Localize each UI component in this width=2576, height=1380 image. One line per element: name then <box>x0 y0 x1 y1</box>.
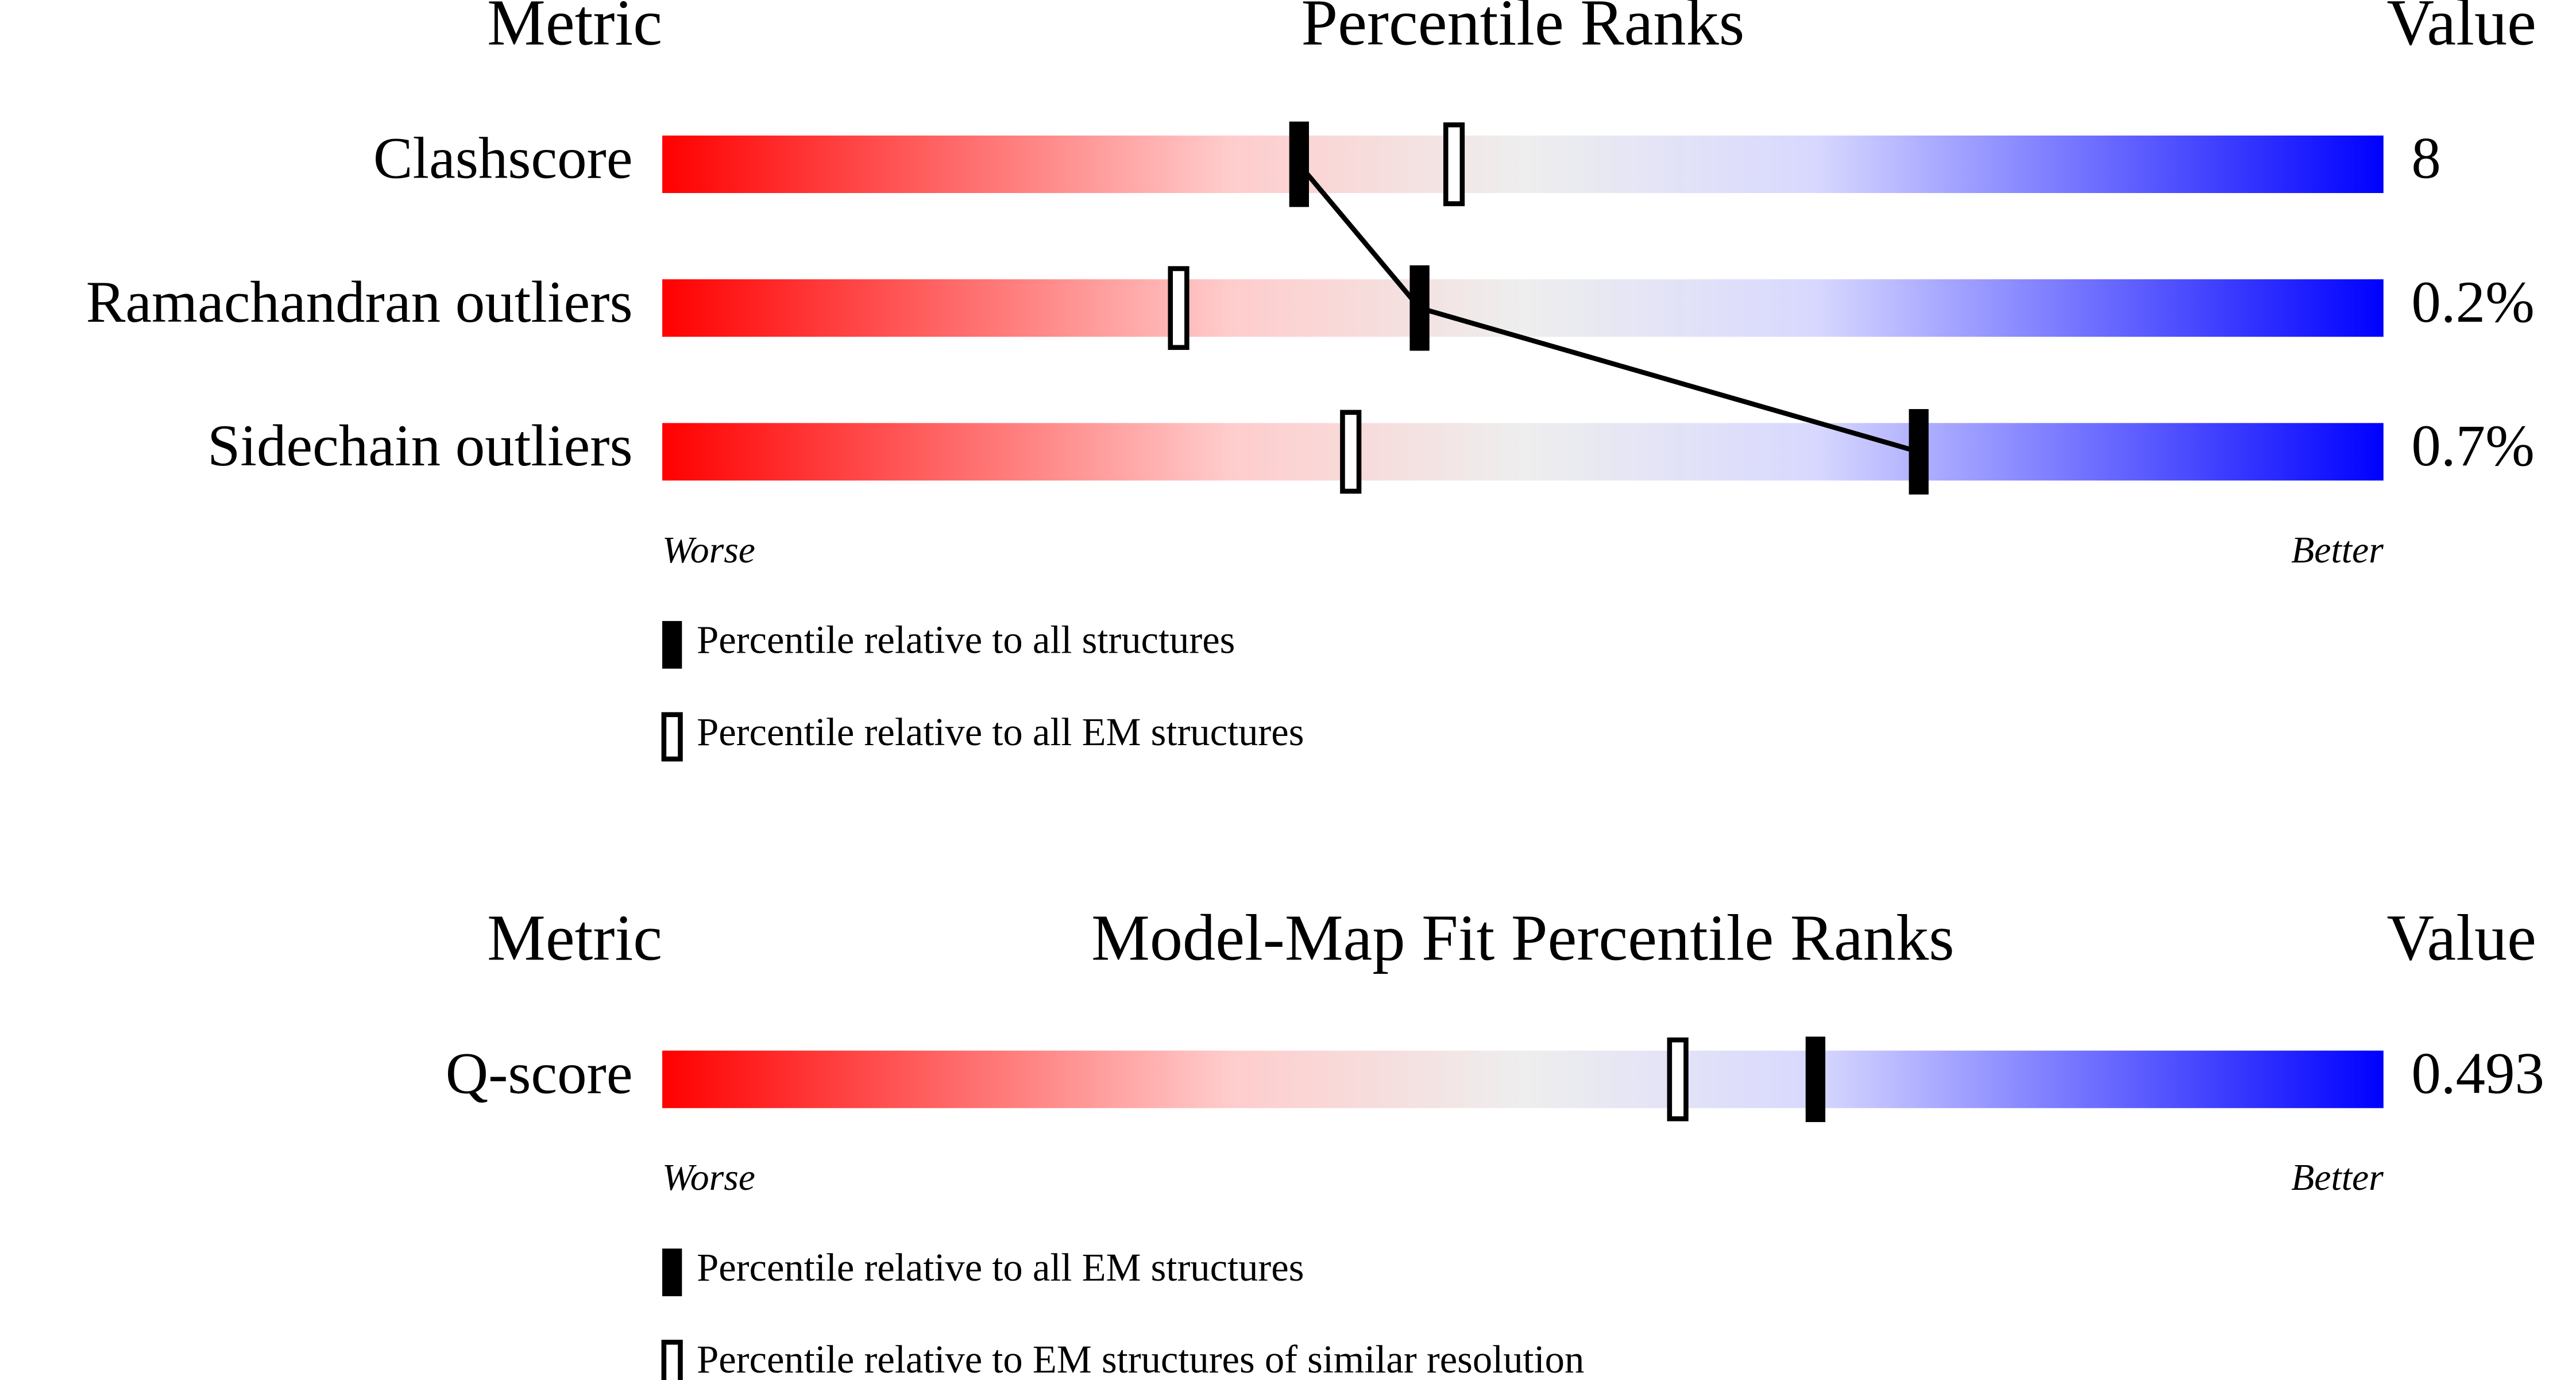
legend-icon <box>661 1339 683 1380</box>
percentile-marker <box>1667 1037 1689 1121</box>
percentile-marker <box>1340 410 1362 494</box>
metric-header: Metric <box>487 0 662 59</box>
value-header: Value <box>2387 901 2536 974</box>
percentile-marker <box>1409 265 1430 351</box>
percentile-marker <box>1805 1036 1826 1123</box>
gradient-bar <box>662 423 2384 481</box>
panel-title: Percentile Ranks <box>1301 0 1745 59</box>
metric-label: Sidechain outliers <box>207 413 632 479</box>
metric-label: Clashscore <box>373 126 633 191</box>
value-header: Value <box>2387 0 2536 59</box>
metric-value: 0.2% <box>2411 269 2534 335</box>
axis-label-left: Worse <box>662 529 755 571</box>
legend-label: Percentile relative to EM structures of … <box>697 1337 1584 1380</box>
panel-title: Model-Map Fit Percentile Ranks <box>1091 901 1955 974</box>
metric-value: 8 <box>2411 126 2440 191</box>
legend-icon <box>662 620 682 669</box>
gradient-bar <box>662 1050 2384 1108</box>
legend-icon <box>661 712 683 762</box>
percentile-marker <box>1909 409 1929 495</box>
legend-label: Percentile relative to all structures <box>697 618 1235 662</box>
percentile-marker <box>1168 266 1189 350</box>
axis-label-right: Better <box>2291 1157 2384 1198</box>
axis-label-right: Better <box>2291 529 2384 571</box>
legend-icon <box>662 1248 682 1297</box>
metric-label: Ramachandran outliers <box>86 269 633 335</box>
percentile-marker <box>1289 121 1309 207</box>
metric-value: 0.493 <box>2411 1040 2544 1106</box>
metric-header: Metric <box>487 901 662 974</box>
legend-label: Percentile relative to all EM structures <box>697 710 1304 754</box>
axis-label-left: Worse <box>662 1157 755 1198</box>
legend-label: Percentile relative to all EM structures <box>697 1246 1304 1289</box>
gradient-bar <box>662 135 2384 193</box>
metric-value: 0.7% <box>2411 413 2534 479</box>
metric-label: Q-score <box>446 1040 633 1106</box>
gradient-bar <box>662 279 2384 337</box>
percentile-marker <box>1443 122 1465 206</box>
